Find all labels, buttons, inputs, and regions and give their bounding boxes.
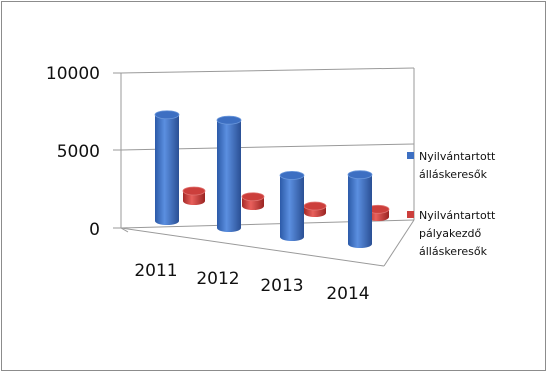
x-tick-label-2014: 2014 [326,284,369,304]
bar-body [280,175,304,241]
bar-body [217,120,241,232]
x-tick-label-2011: 2011 [134,261,177,281]
legend-swatch-series-1 [407,152,414,159]
floor-right-edge [383,219,415,267]
bar-alaskeresok-2011 [154,110,180,225]
bar-top [347,170,373,180]
legend-label-series-2-line-2: pályakezdő [419,227,482,240]
bar-top [154,110,180,120]
bar-top [303,201,327,211]
y-tick-label-0: 0 [89,220,100,240]
floor-front-edge [120,227,385,267]
bar-palyakezdo-2014 [366,204,390,221]
bar-body [155,114,179,225]
legend: Nyilvántartott álláskeresők Nyilvántarto… [407,150,496,258]
bar-alaskeresok-2014 [347,170,373,248]
legend-swatch-series-2 [407,211,414,218]
y-tick-label-10000: 10000 [46,64,100,84]
bar-palyakezdo-2011 [182,186,206,205]
bar-alaskeresok-2013 [279,170,305,241]
bar-top [182,186,206,196]
legend-label-series-2-line-1: Nyilvántartott [419,209,496,222]
y-axis-ticks: 10000 5000 0 [46,64,121,240]
bar-palyakezdo-2012 [241,192,265,210]
legend-label-series-1-line-1: Nyilvántartott [419,150,496,163]
x-tick-label-2012: 2012 [196,269,239,289]
bar-top [216,115,242,125]
bar-top [279,170,305,180]
bar-body [348,174,372,248]
x-axis-ticks: 2011 2012 2013 2014 [134,261,369,304]
legend-label-series-1-line-2: álláskeresők [419,168,488,181]
bar-palyakezdo-2013 [303,201,327,217]
bar-top [241,192,265,202]
bars [154,110,390,248]
back-wall-top-edge [120,67,415,74]
legend-label-series-2-line-3: álláskeresők [419,245,488,258]
bar-alaskeresok-2012 [216,115,242,232]
x-tick-label-2013: 2013 [260,276,303,296]
y-tick-label-5000: 5000 [57,142,100,162]
